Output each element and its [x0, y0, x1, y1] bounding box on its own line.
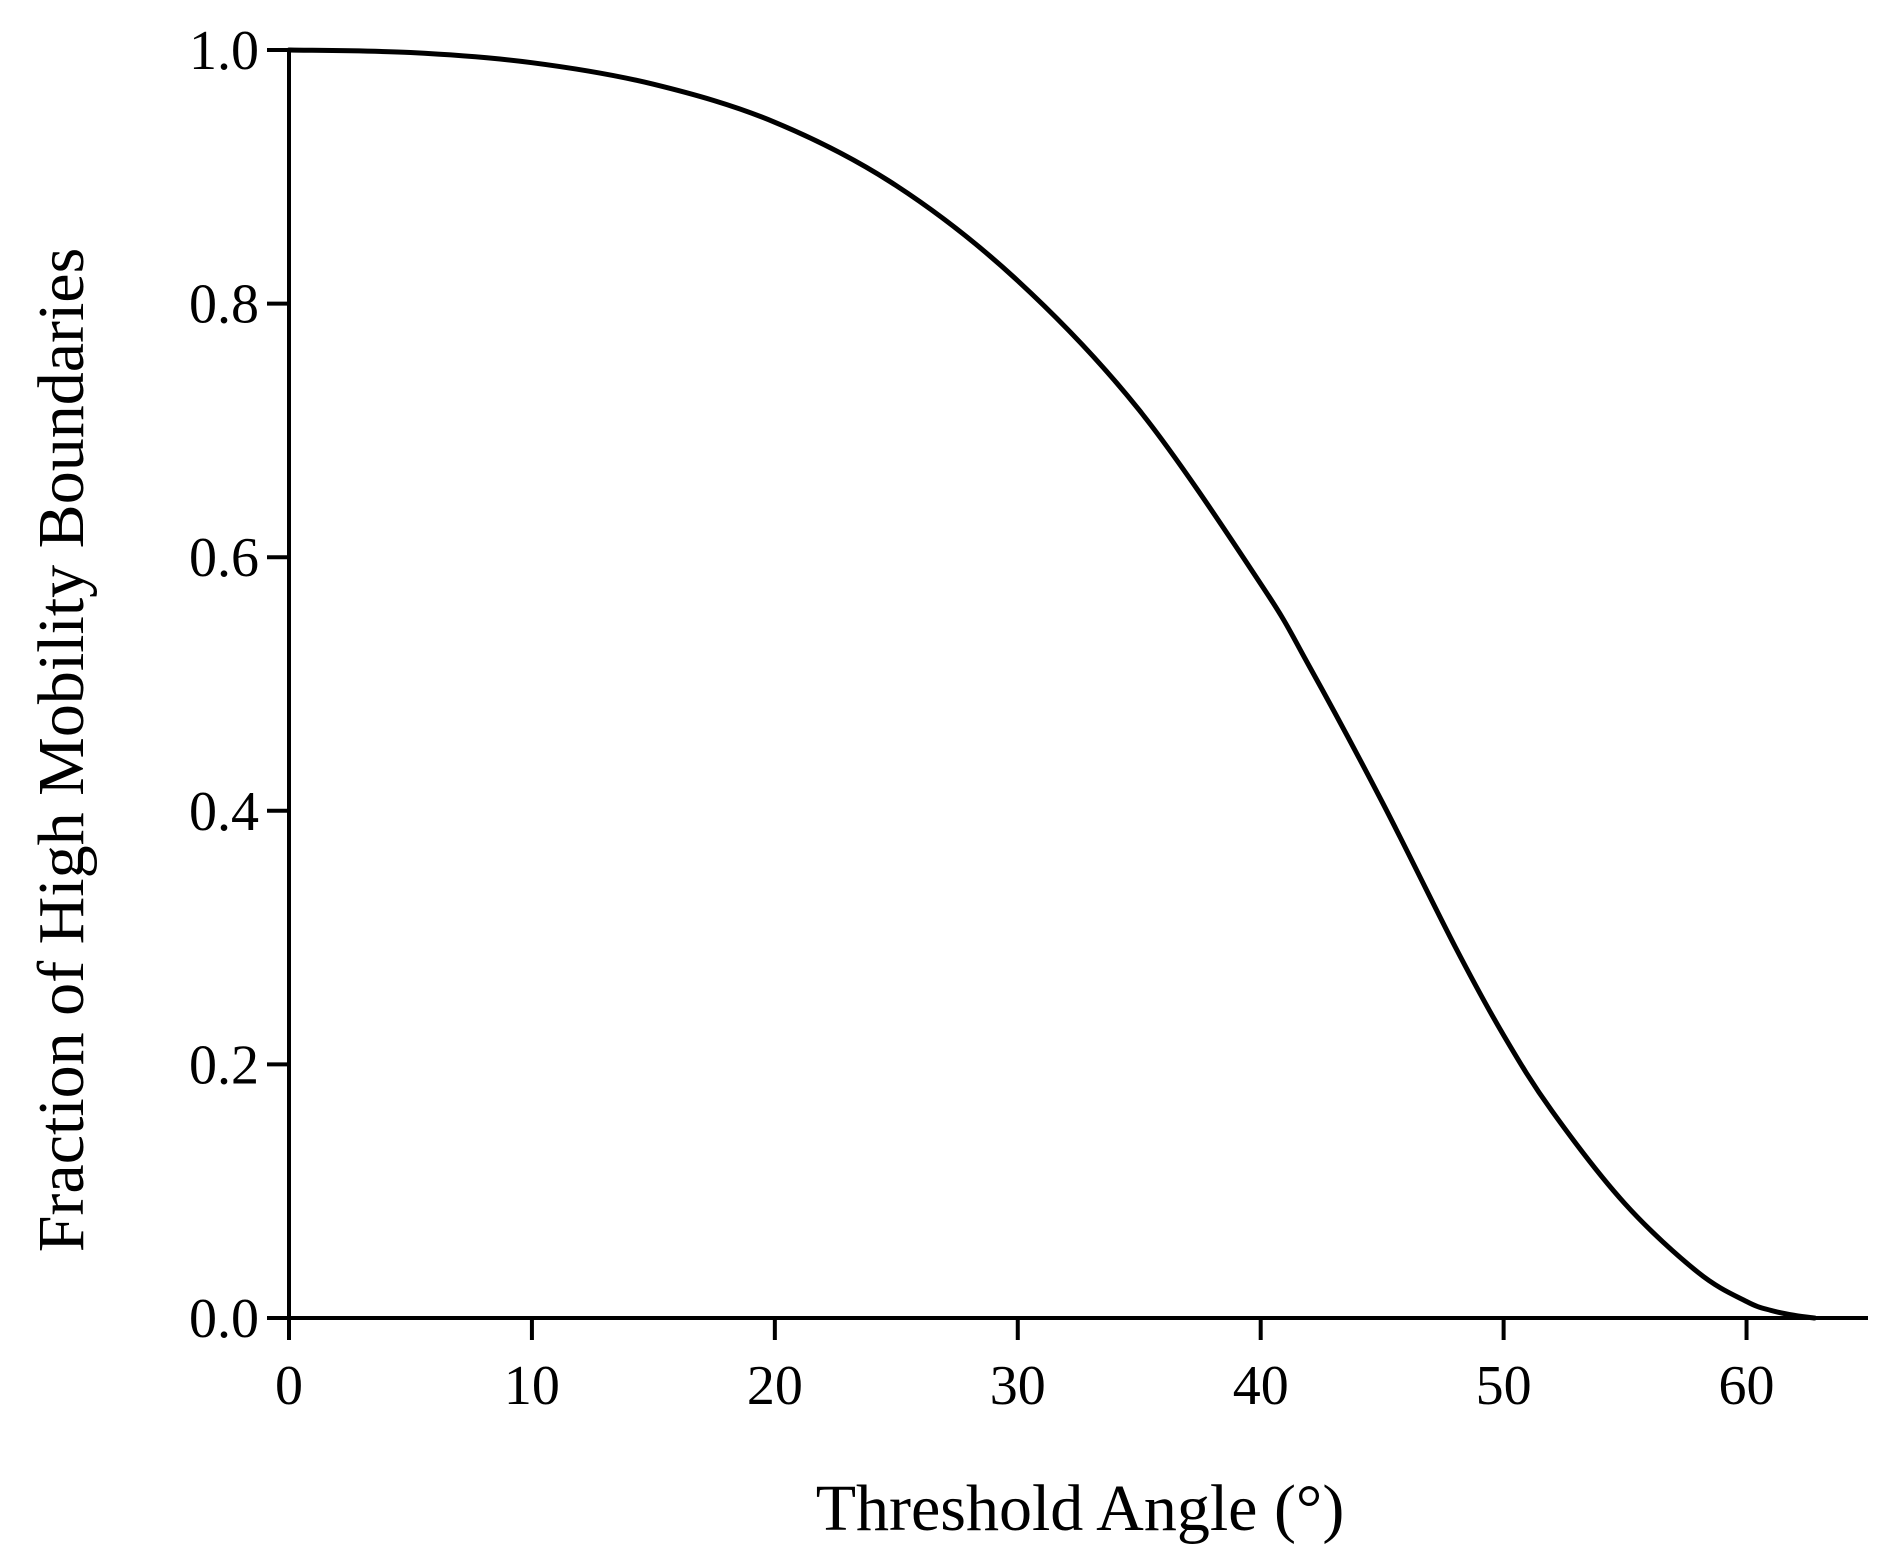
y-tick-label: 0.2 — [189, 1034, 259, 1096]
x-axis-title: Threshold Angle (°) — [816, 1472, 1345, 1545]
x-tick-label: 40 — [1233, 1355, 1289, 1417]
y-tick-label: 1.0 — [189, 20, 259, 82]
y-tick-label: 0.4 — [189, 781, 259, 843]
x-tick-label: 50 — [1476, 1355, 1532, 1417]
y-axis-title: Fraction of High Mobility Boundaries — [25, 248, 98, 1253]
x-tick-label: 0 — [275, 1355, 303, 1417]
x-tick-label: 20 — [747, 1355, 803, 1417]
x-tick-label: 30 — [990, 1355, 1046, 1417]
y-tick-label: 0.6 — [189, 527, 259, 589]
series-line — [286, 47, 1818, 1321]
y-tick-label: 0.0 — [189, 1288, 259, 1350]
plot-area: 0 10 20 30 40 50 60 0.0 0.2 0.4 0.6 0.8 1.0 — [189, 20, 1868, 1417]
x-tick-label: 60 — [1719, 1355, 1775, 1417]
y-tick-label: 0.8 — [189, 274, 259, 336]
x-tick-label: 10 — [504, 1355, 560, 1417]
